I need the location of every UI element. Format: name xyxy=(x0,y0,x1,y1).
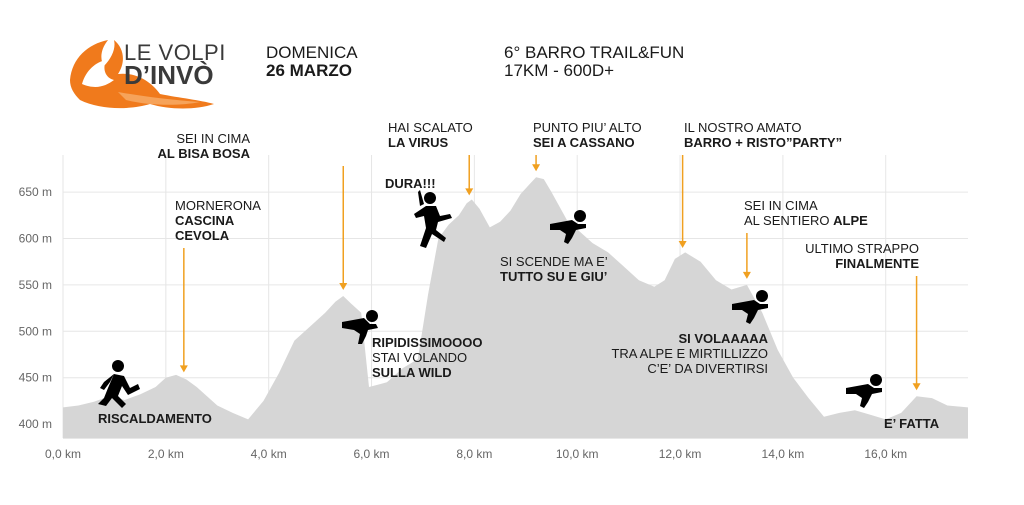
annotation-label: PUNTO PIU’ ALTO xyxy=(533,120,642,135)
annotation-label: C’E’ DA DIVERTIRSI xyxy=(647,361,768,376)
logo-line2: D’INVÒ xyxy=(124,60,214,90)
fox-logo-icon xyxy=(70,40,214,109)
event-date: 26 MARZO xyxy=(266,61,352,80)
annotation-arrow-head xyxy=(742,271,751,279)
annotation-arrow-head xyxy=(179,365,188,373)
x-axis-labels: 0,0 km 2,0 km 4,0 km 6,0 km 8,0 km 10,0 km 12,… xyxy=(45,447,907,461)
annotation-label: STAI VOLANDO xyxy=(372,350,467,365)
annotation-label: SI SCENDE MA E’ xyxy=(500,254,608,269)
x-tick-label: 14,0 km xyxy=(762,447,805,461)
annotation-arrow-head xyxy=(465,188,474,196)
skier-icon xyxy=(550,210,586,244)
annotation-label: CASCINA xyxy=(175,213,235,228)
annotation-label: AL SENTIERO ALPE xyxy=(744,213,868,228)
annotation-label: SEI IN CIMA xyxy=(744,198,818,213)
annotation-label: ULTIMO STRAPPO xyxy=(805,241,919,256)
jumper-icon xyxy=(414,190,452,248)
annotation-label: SEI A CASSANO xyxy=(533,135,635,150)
elevation-area xyxy=(63,177,968,439)
x-tick-label: 16,0 km xyxy=(864,447,907,461)
x-tick-label: 10,0 km xyxy=(556,447,599,461)
logo-line1: LE VOLPI xyxy=(124,40,226,65)
annotation-label: TRA ALPE E MIRTILLIZZO xyxy=(611,346,768,361)
annotation-label: SI VOLAAAAA xyxy=(678,331,768,346)
annotation-arrow-head xyxy=(339,283,348,291)
y-tick-label: 600 m xyxy=(19,232,52,246)
event-day: DOMENICA xyxy=(266,43,358,62)
x-tick-label: 0,0 km xyxy=(45,447,81,461)
annotation-label: AL BISA BOSA xyxy=(158,146,251,161)
annotation-markers xyxy=(179,155,921,391)
skier-icon xyxy=(846,374,882,408)
annotation-label: RISCALDAMENTO xyxy=(98,411,212,426)
y-tick-label: 500 m xyxy=(19,324,52,338)
annotation-arrow-head xyxy=(532,164,541,172)
annotation-label: SULLA WILD xyxy=(372,365,452,380)
skier-icon xyxy=(732,290,768,324)
x-tick-label: 4,0 km xyxy=(251,447,287,461)
annotation-label: DURA!!! xyxy=(385,176,436,191)
annotation-label: MORNERONA xyxy=(175,198,261,213)
annotation-label: FINALMENTE xyxy=(835,256,919,271)
y-axis-labels: 400 m 450 m 500 m 550 m 600 m 650 m xyxy=(19,185,52,431)
y-tick-label: 650 m xyxy=(19,185,52,199)
annotation-label: RIPIDISSIMOOOO xyxy=(372,335,483,350)
y-tick-label: 450 m xyxy=(19,371,52,385)
x-tick-label: 2,0 km xyxy=(148,447,184,461)
annotation-label: CEVOLA xyxy=(175,228,230,243)
annotation-label: IL NOSTRO AMATO xyxy=(684,120,802,135)
annotation-label: TUTTO SU E GIU’ xyxy=(500,269,607,284)
annotation-label: SEI IN CIMA xyxy=(176,131,250,146)
annotation-label: E’ FATTA xyxy=(884,416,940,431)
y-tick-label: 550 m xyxy=(19,278,52,292)
event-stats: 17KM - 600D+ xyxy=(504,61,614,80)
annotation-label: LA VIRUS xyxy=(388,135,449,150)
annotation-arrow-head xyxy=(678,241,687,249)
annotation-arrow-head xyxy=(912,383,921,391)
y-tick-label: 400 m xyxy=(19,417,52,431)
x-tick-label: 6,0 km xyxy=(354,447,390,461)
x-tick-label: 8,0 km xyxy=(456,447,492,461)
event-name: 6° BARRO TRAIL&FUN xyxy=(504,43,684,62)
skier-icon xyxy=(342,310,378,344)
x-tick-label: 12,0 km xyxy=(659,447,702,461)
runner-icon xyxy=(98,360,140,408)
annotation-label: BARRO + RISTO”PARTY” xyxy=(684,135,842,150)
annotation-label: HAI SCALATO xyxy=(388,120,473,135)
